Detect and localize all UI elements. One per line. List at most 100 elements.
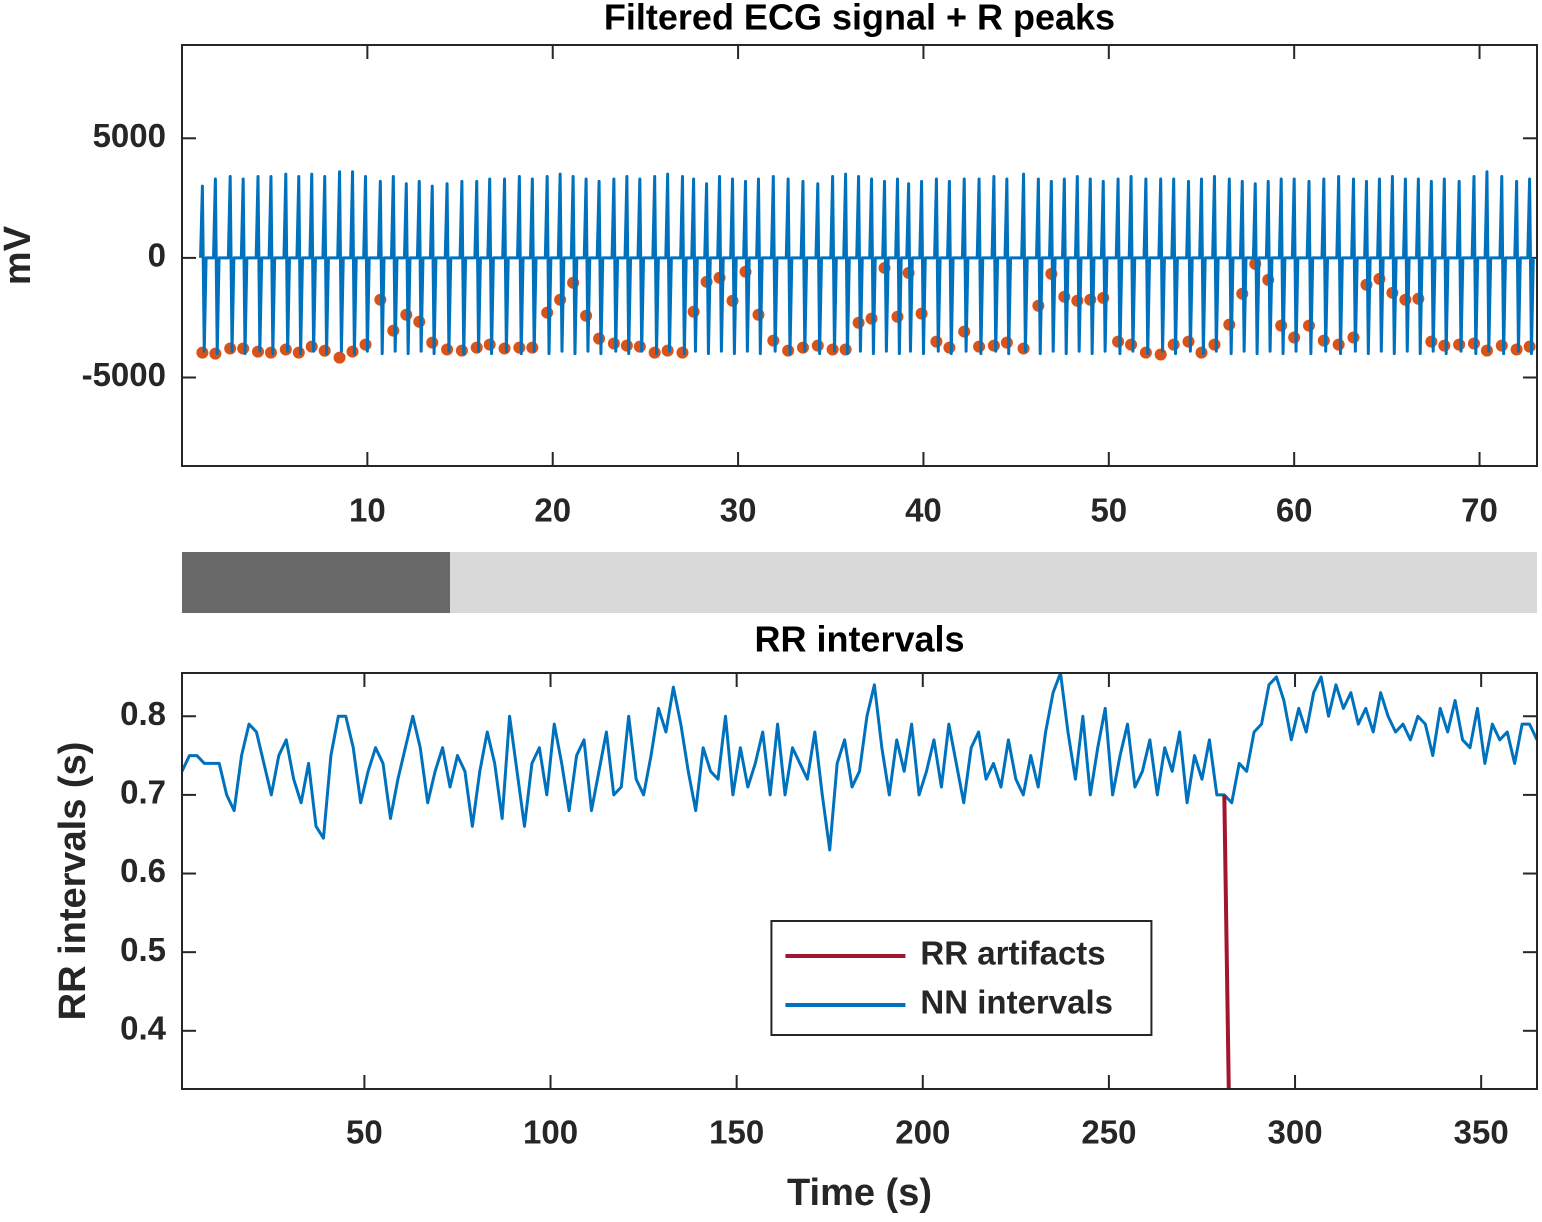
r-peak-marker <box>1480 344 1493 357</box>
r-peak-marker <box>633 340 646 353</box>
r-peak-marker <box>1288 331 1301 344</box>
r-peak-marker <box>958 325 971 338</box>
y-tick-label: 0 <box>148 237 166 274</box>
r-peak-marker <box>1275 319 1288 332</box>
axes-box <box>181 44 1538 467</box>
plot-area <box>196 170 1536 364</box>
r-peak-marker <box>1510 343 1523 356</box>
r-peak-marker <box>196 346 209 359</box>
r-peak-marker <box>826 343 839 356</box>
x-tick-label: 200 <box>895 1114 950 1151</box>
plot-area <box>182 673 1537 1089</box>
r-peak-marker <box>852 316 865 329</box>
r-peak-marker <box>811 339 824 352</box>
r-peak-marker <box>943 341 956 354</box>
r-peak-marker <box>839 343 852 356</box>
r-peak-marker <box>648 346 661 359</box>
y-axis-label: RR intervals (s) <box>52 742 94 1021</box>
r-peak-marker <box>1467 337 1480 350</box>
r-peak-marker <box>1347 331 1360 344</box>
r-peak-marker <box>593 332 606 345</box>
r-peak-marker <box>1182 335 1195 348</box>
r-peak-marker <box>526 341 539 354</box>
r-peak-marker <box>387 324 400 337</box>
x-tick-label: 50 <box>346 1114 383 1151</box>
r-peak-marker <box>1453 338 1466 351</box>
r-peak-marker <box>1438 339 1451 352</box>
x-tick-label: 50 <box>1090 492 1127 529</box>
y-tick-label: 0.4 <box>120 1010 167 1047</box>
r-peak-marker <box>620 339 633 352</box>
r-peak-marker <box>483 338 496 351</box>
legend-label: RR artifacts <box>920 935 1105 972</box>
r-peak-marker <box>359 338 372 351</box>
r-peak-marker <box>1017 342 1030 355</box>
slider-thumb[interactable] <box>182 552 450 613</box>
r-peak-marker <box>305 340 318 353</box>
series-line <box>182 673 1537 852</box>
chart-title: RR intervals <box>754 619 964 660</box>
r-peak-marker <box>1125 338 1138 351</box>
x-tick-label: 40 <box>905 492 942 529</box>
r-peak-marker <box>346 345 359 358</box>
legend-box <box>770 920 1153 1036</box>
legend-label: NN intervals <box>920 984 1113 1021</box>
r-peak-marker <box>1332 338 1345 351</box>
y-tick-label: 0.7 <box>120 774 166 811</box>
r-peak-marker <box>224 342 237 355</box>
axes-box <box>181 672 1538 1090</box>
x-tick-label: 30 <box>720 492 757 529</box>
r-peak-marker <box>1495 339 1508 352</box>
r-peak-marker <box>1303 319 1316 332</box>
r-peak-marker <box>1208 338 1221 351</box>
r-peak-marker <box>1139 346 1152 359</box>
legend: RR artifacts NN intervals <box>770 920 1153 1036</box>
x-tick-label: 70 <box>1461 492 1498 529</box>
r-peak-marker <box>1167 338 1180 351</box>
x-tick-label: 10 <box>349 492 386 529</box>
r-peak-marker <box>987 339 1000 352</box>
r-peak-marker <box>251 345 264 358</box>
r-peak-marker <box>661 344 674 357</box>
r-peak-marker <box>237 342 250 355</box>
y-tick-label: 0.5 <box>120 931 166 968</box>
x-tick-label: 300 <box>1268 1114 1323 1151</box>
r-peak-marker <box>607 337 620 350</box>
r-peak-marker <box>1425 335 1438 348</box>
r-peak-marker <box>930 335 943 348</box>
x-tick-label: 350 <box>1454 1114 1509 1151</box>
r-peak-marker <box>1317 334 1330 347</box>
r-peak-marker <box>1112 335 1125 348</box>
r-peak-marker <box>1223 318 1236 331</box>
r-peak-marker <box>767 334 780 347</box>
x-tick-label: 250 <box>1081 1114 1136 1151</box>
r-peak-marker <box>292 346 305 359</box>
r-peak-marker <box>426 336 439 349</box>
y-tick-label: -5000 <box>82 356 166 393</box>
r-peak-marker <box>1523 340 1536 353</box>
r-peak-marker <box>209 347 222 360</box>
x-tick-label: 20 <box>534 492 571 529</box>
window-slider[interactable] <box>182 552 1537 613</box>
r-peak-marker <box>279 343 292 356</box>
r-peak-marker <box>470 341 483 354</box>
r-peak-marker <box>513 341 526 354</box>
x-tick-label: 150 <box>709 1114 764 1151</box>
r-peak-marker <box>318 344 331 357</box>
r-peak-marker <box>676 346 689 359</box>
x-tick-label: 100 <box>523 1114 578 1151</box>
y-tick-label: 0.6 <box>120 852 166 889</box>
series-line <box>199 170 1535 356</box>
y-axis-label: mV <box>0 225 39 285</box>
r-peak-marker <box>333 351 346 364</box>
r-peak-marker <box>796 341 809 354</box>
x-tick-label: 60 <box>1276 492 1313 529</box>
y-tick-label: 0.8 <box>120 695 166 732</box>
r-peak-marker <box>973 340 986 353</box>
r-peak-marker <box>1154 348 1167 361</box>
r-peak-marker <box>455 344 468 357</box>
r-peak-marker <box>782 344 795 357</box>
r-peak-marker <box>1195 346 1208 359</box>
